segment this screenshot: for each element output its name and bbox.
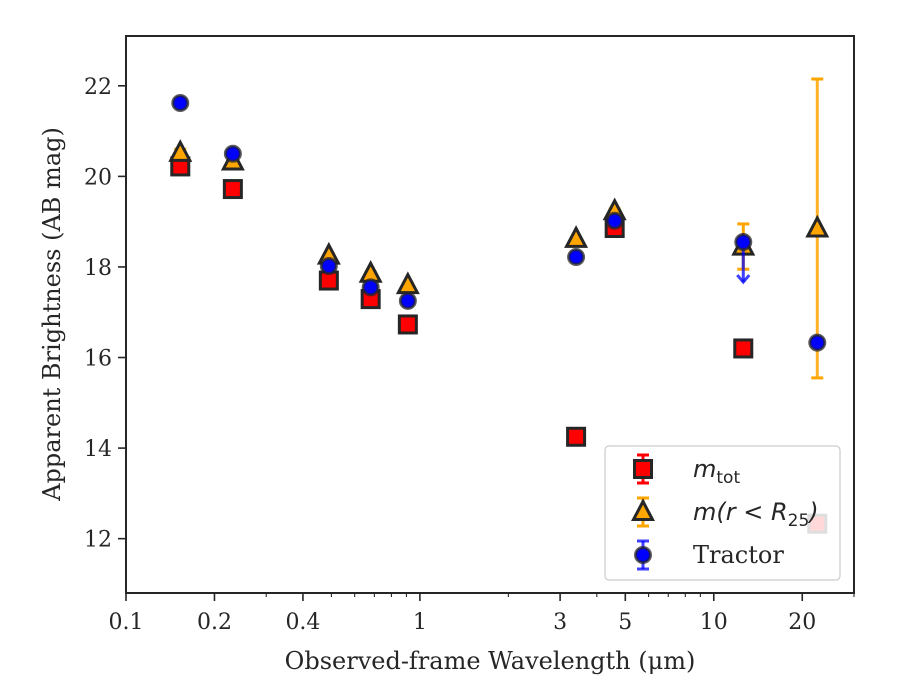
data-point — [805, 214, 830, 238]
x-tick-label: 5 — [618, 610, 632, 635]
y-tick-label: 16 — [84, 347, 112, 372]
plot-frame — [125, 35, 855, 594]
legend-label: mtot — [693, 455, 740, 488]
y-axis-ticks: 12 14 16 18 20 22 — [84, 75, 126, 553]
legend-marker — [634, 546, 652, 564]
x-tick-label: 1 — [413, 610, 427, 635]
y-axis-title: Apparent Brightness (AB mag) — [38, 127, 66, 502]
x-tick-label: 10 — [700, 610, 728, 635]
legend-marker — [631, 498, 655, 521]
y-tick-label: 14 — [84, 437, 112, 462]
x-tick-label: 0.2 — [197, 610, 232, 635]
data-point — [222, 179, 243, 200]
series-circle — [171, 94, 827, 352]
y-tick-label: 12 — [84, 528, 112, 553]
data-point — [398, 291, 417, 310]
data-point — [171, 94, 190, 113]
y-tick-label: 20 — [84, 165, 112, 190]
y-tick-label: 22 — [84, 75, 112, 100]
upper-limit-arrow — [736, 274, 751, 285]
data-point — [605, 211, 624, 230]
data-point — [319, 257, 338, 276]
data-point — [733, 338, 754, 359]
x-tick-label: 3 — [553, 610, 567, 635]
data-point — [566, 426, 587, 447]
x-axis-title: Observed-frame Wavelength (μm) — [285, 647, 696, 675]
x-tick-label: 0.4 — [285, 610, 320, 635]
x-tick-label: 20 — [788, 610, 816, 635]
data-point — [808, 333, 827, 352]
legend: mtot m(r < R25) Tractor — [604, 445, 841, 581]
legend-label: m(r < R25) — [693, 498, 819, 531]
legend-box — [604, 445, 841, 581]
data-point — [397, 314, 418, 335]
legend-marker — [633, 459, 653, 479]
data-point — [168, 139, 193, 162]
data-point — [734, 233, 753, 252]
data-point — [564, 225, 589, 248]
data-point — [361, 278, 380, 297]
legend-label: Tractor — [693, 541, 784, 569]
data-point — [567, 247, 586, 266]
y-tick-label: 18 — [84, 256, 112, 281]
data-point — [223, 144, 242, 163]
chart-marks — [168, 77, 830, 534]
x-axis-ticks: 0.1 0.2 0.4 1 3 5 10 20 — [109, 593, 855, 635]
x-tick-label: 0.1 — [109, 610, 144, 635]
